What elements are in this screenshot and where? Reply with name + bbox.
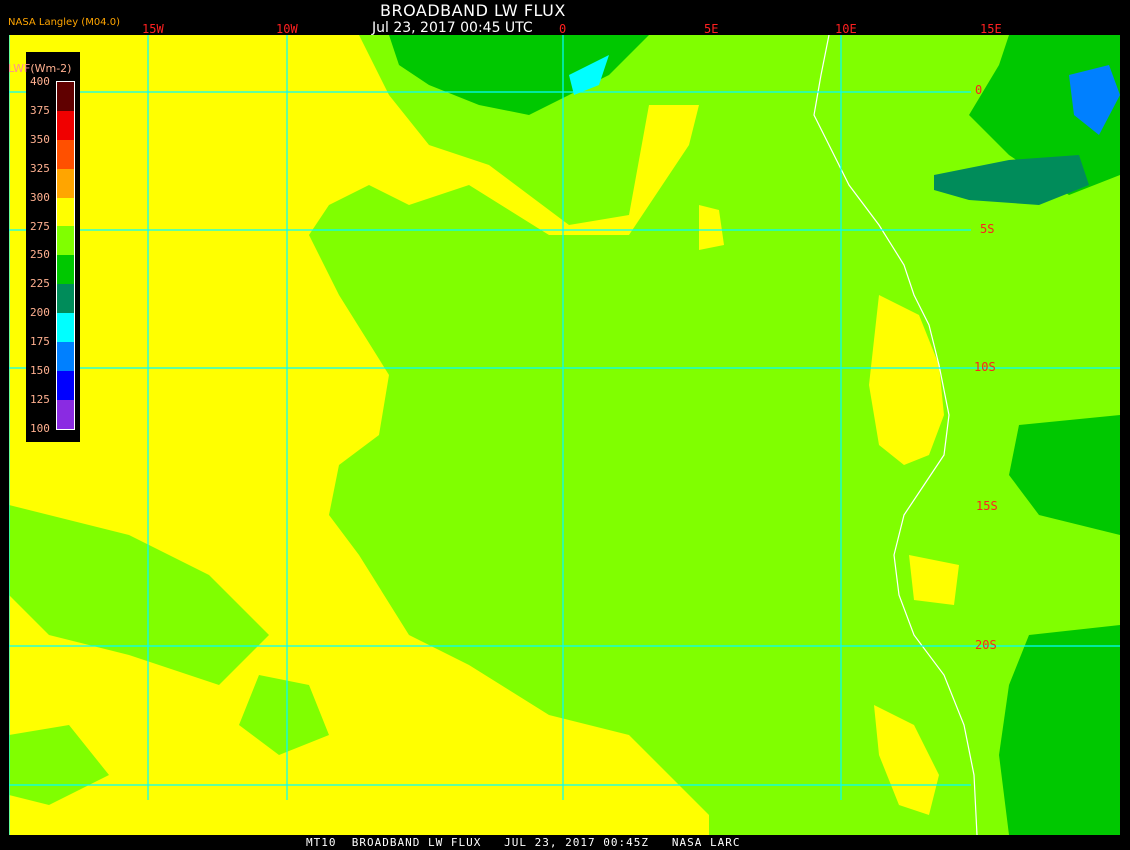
satellite-map <box>9 35 1120 835</box>
colorbar-swatch <box>57 110 74 140</box>
lat-label: 0 <box>975 83 983 97</box>
legend-tick: 175 <box>30 335 50 349</box>
colorbar-swatch <box>57 342 74 371</box>
colorbar-swatch <box>57 139 74 169</box>
colorbar-swatch <box>57 255 74 285</box>
lon-label: 10E <box>835 22 857 36</box>
footer-caption: MT10 BROADBAND LW FLUX JUL 23, 2017 00:4… <box>306 836 741 849</box>
colorbar <box>56 81 75 430</box>
lat-label: 5S <box>980 222 995 236</box>
lat-label: 10S <box>974 360 996 374</box>
coastline <box>813 35 978 835</box>
colorbar-swatch <box>57 226 74 256</box>
credit-label: NASA Langley (M04.0) <box>8 17 120 28</box>
colorbar-swatch <box>57 197 74 227</box>
colorbar-swatch <box>57 168 74 198</box>
lat-label: 15S <box>976 499 998 513</box>
cool-regions <box>389 35 1120 835</box>
colorbar-swatch <box>57 399 74 429</box>
legend-title: LWF(Wm-2) <box>8 62 71 75</box>
lon-label: 10W <box>276 22 298 36</box>
colorbar-swatch <box>57 313 74 343</box>
map-timestamp: Jul 23, 2017 00:45 UTC <box>372 20 533 36</box>
legend-tick: 375 <box>30 103 50 117</box>
legend-tick: 200 <box>30 306 50 320</box>
legend-abbrev: LWF <box>8 62 31 75</box>
colorbar-swatch <box>57 284 74 314</box>
lon-label: 15E <box>980 22 1002 36</box>
legend-tick: 225 <box>30 277 50 291</box>
legend-tick: 400 <box>30 75 50 88</box>
legend-tick: 250 <box>30 248 50 262</box>
lon-label: 15W <box>142 22 164 36</box>
map-title: BROADBAND LW FLUX <box>380 1 566 20</box>
lat-lon-grid <box>9 35 1120 835</box>
lat-label: 20S <box>975 638 997 652</box>
lon-label: 5E <box>704 22 719 36</box>
legend-tick: 100 <box>30 421 50 435</box>
legend-tick: 125 <box>30 392 50 406</box>
legend-tick: 150 <box>30 364 50 377</box>
legend-tick: 350 <box>30 132 50 146</box>
colorbar-swatch <box>57 370 74 400</box>
legend-tick: 325 <box>30 161 50 175</box>
colorbar-swatch <box>57 82 74 111</box>
legend-tick: 275 <box>30 219 50 233</box>
legend-tick: 300 <box>30 190 50 204</box>
legend-units: (Wm-2) <box>30 62 72 75</box>
lon-label: 0 <box>559 22 567 36</box>
